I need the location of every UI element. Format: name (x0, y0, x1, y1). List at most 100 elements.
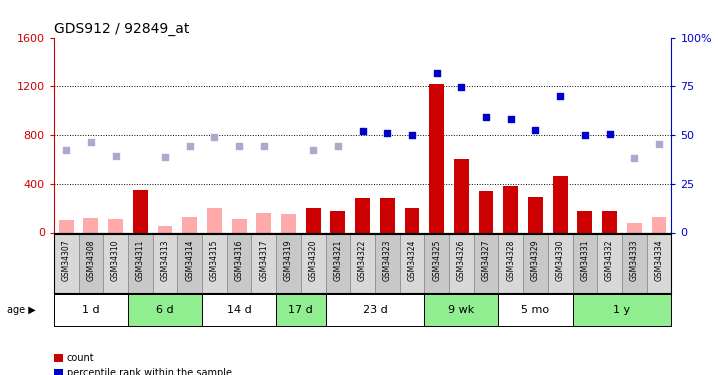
Text: GSM34324: GSM34324 (408, 240, 416, 281)
Text: GSM34328: GSM34328 (506, 240, 516, 281)
Bar (54, 294, 128, 326)
Bar (553, 177, 568, 232)
Bar (281, 214, 296, 232)
Bar (182, 217, 197, 232)
Text: age ▶: age ▶ (7, 305, 36, 315)
Bar (404, 208, 419, 232)
Bar (380, 198, 395, 232)
Bar (276, 294, 325, 326)
Bar (325, 294, 424, 326)
Bar (424, 234, 449, 292)
Text: GSM34330: GSM34330 (556, 240, 564, 281)
Bar (108, 219, 123, 232)
Bar (577, 211, 592, 232)
Text: GSM34331: GSM34331 (580, 240, 589, 281)
Bar (306, 208, 321, 232)
Point (604, 131, 615, 137)
Point (209, 135, 220, 141)
Text: 23 d: 23 d (363, 305, 387, 315)
Bar (350, 234, 375, 292)
Text: 14 d: 14 d (227, 305, 251, 315)
Bar (202, 294, 276, 326)
Bar (251, 234, 276, 292)
Point (530, 127, 541, 133)
Bar (498, 234, 523, 292)
Bar (647, 234, 671, 292)
Text: GSM34329: GSM34329 (531, 240, 540, 281)
Text: GSM34315: GSM34315 (210, 240, 219, 281)
Bar (523, 234, 548, 292)
Bar (375, 234, 400, 292)
Bar (479, 191, 493, 232)
Bar (301, 234, 325, 292)
Text: GSM34320: GSM34320 (309, 240, 317, 281)
Point (554, 93, 566, 99)
Text: 6 d: 6 d (157, 305, 174, 315)
Point (653, 141, 665, 147)
Text: 17 d: 17 d (289, 305, 313, 315)
Text: GSM34334: GSM34334 (655, 240, 663, 281)
Point (357, 128, 368, 134)
Bar (454, 159, 469, 232)
Bar (207, 208, 222, 232)
Point (505, 116, 516, 122)
Bar (276, 234, 301, 292)
Bar (498, 294, 572, 326)
Point (110, 153, 121, 159)
Point (159, 154, 171, 160)
Text: count: count (67, 353, 94, 363)
Bar (256, 213, 271, 232)
Point (332, 143, 344, 149)
Bar (128, 294, 202, 326)
Bar (103, 234, 128, 292)
Bar (400, 234, 424, 292)
Point (456, 84, 467, 90)
Bar (474, 234, 498, 292)
Bar (528, 197, 543, 232)
Point (85, 140, 97, 146)
Bar (78, 234, 103, 292)
Text: GDS912 / 92849_at: GDS912 / 92849_at (54, 22, 190, 36)
Point (381, 130, 393, 136)
Point (406, 132, 418, 138)
Bar (355, 198, 370, 232)
Bar (83, 218, 98, 232)
Text: GSM34316: GSM34316 (235, 240, 243, 281)
Bar (128, 234, 153, 292)
Text: GSM34327: GSM34327 (482, 240, 490, 281)
Text: 9 wk: 9 wk (448, 305, 475, 315)
Bar (622, 234, 647, 292)
Text: GSM34332: GSM34332 (605, 240, 614, 281)
Bar (548, 234, 572, 292)
Text: GSM34321: GSM34321 (333, 240, 342, 281)
Text: GSM34313: GSM34313 (161, 240, 169, 281)
Text: GSM34325: GSM34325 (432, 240, 441, 281)
Point (480, 114, 492, 120)
Text: 1 d: 1 d (82, 305, 100, 315)
Text: GSM34317: GSM34317 (259, 240, 269, 281)
Text: GSM34307: GSM34307 (62, 240, 70, 281)
Text: GSM34322: GSM34322 (358, 240, 367, 281)
Point (258, 143, 269, 149)
Text: 5 mo: 5 mo (521, 305, 549, 315)
Bar (325, 234, 350, 292)
Bar (153, 234, 177, 292)
Text: GSM34333: GSM34333 (630, 240, 639, 281)
Bar (232, 219, 246, 232)
Bar (59, 220, 74, 232)
Point (431, 70, 442, 76)
Bar (572, 234, 597, 292)
Text: percentile rank within the sample: percentile rank within the sample (67, 368, 232, 375)
Bar (330, 211, 345, 232)
Point (184, 143, 195, 149)
Text: GSM34314: GSM34314 (185, 240, 194, 281)
Text: GSM34311: GSM34311 (136, 240, 145, 281)
Point (60, 147, 72, 153)
Text: GSM34326: GSM34326 (457, 240, 466, 281)
Bar (202, 234, 227, 292)
Bar (602, 211, 617, 232)
Text: GSM34323: GSM34323 (383, 240, 392, 281)
Bar (133, 190, 148, 232)
Bar (503, 186, 518, 232)
Text: GSM34310: GSM34310 (111, 240, 120, 281)
